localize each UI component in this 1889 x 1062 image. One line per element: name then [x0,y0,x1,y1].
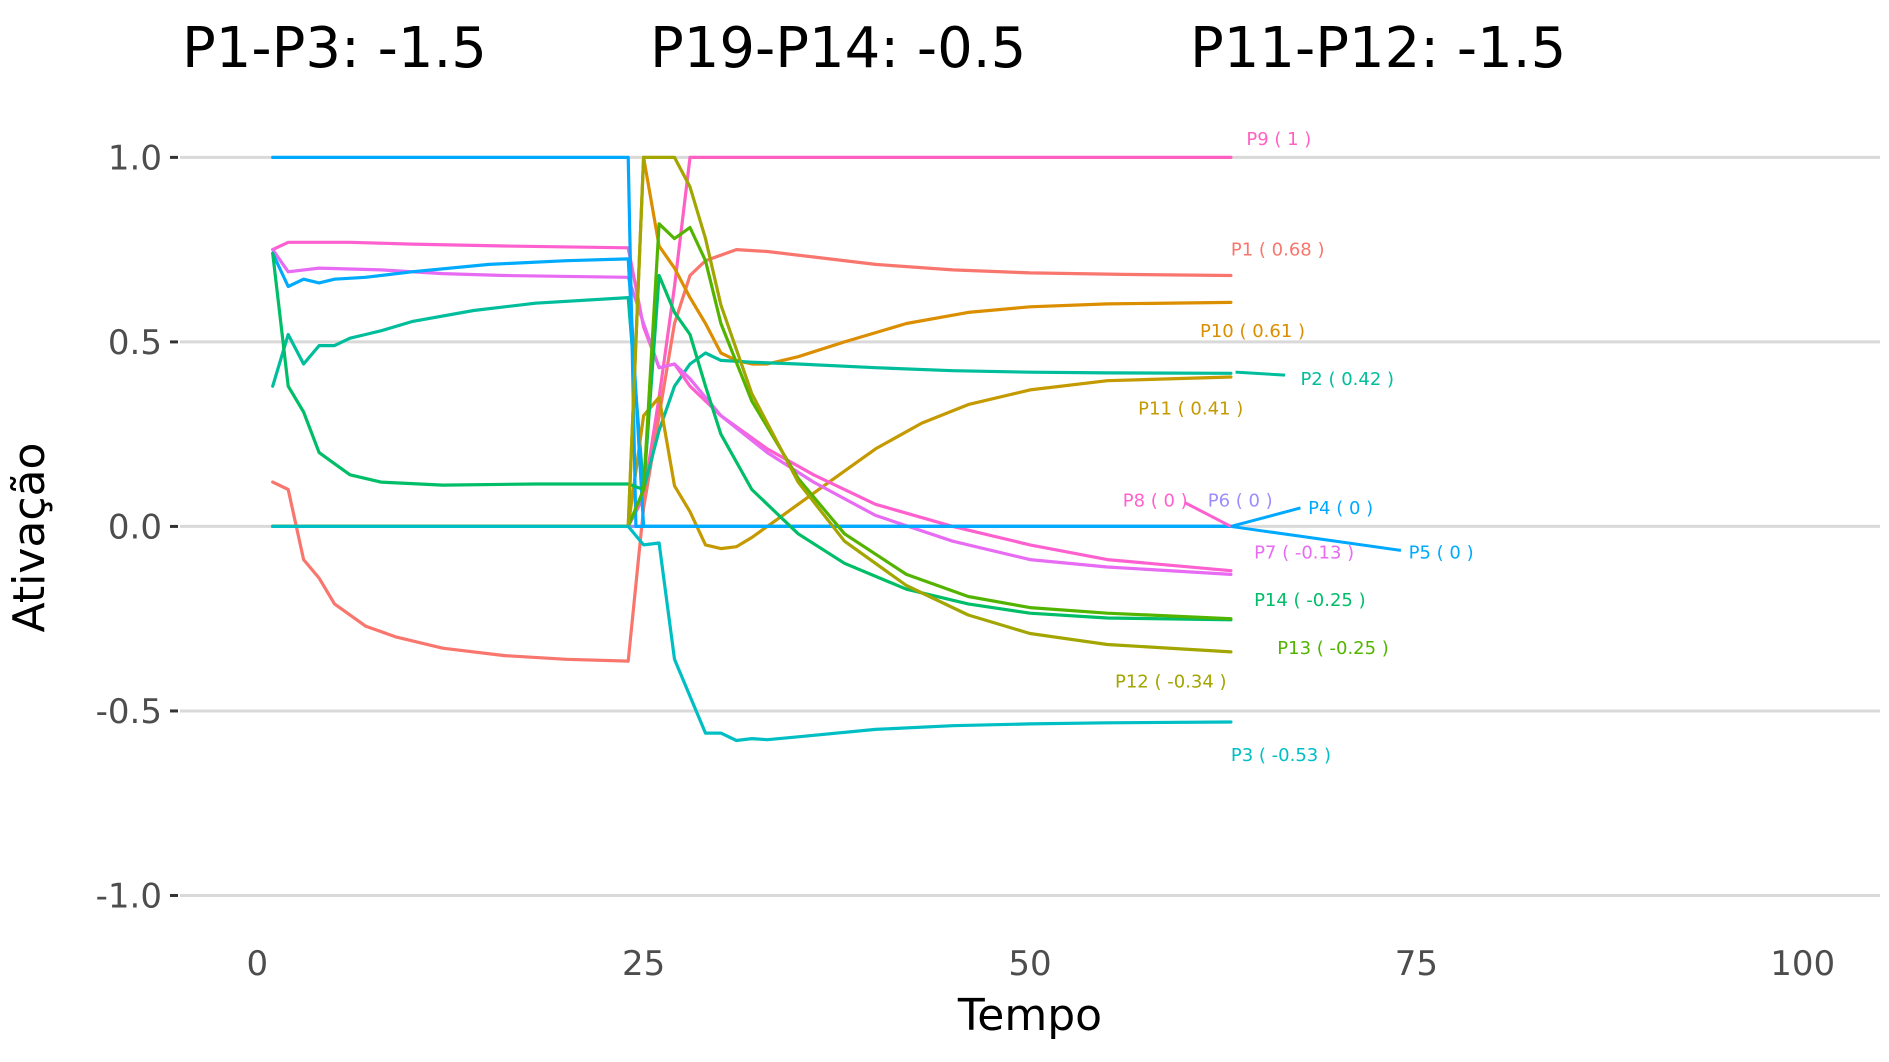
series-label-p14: P14 ( -0.25 ) [1254,590,1366,611]
series-line-p7 [271,248,1233,576]
chart-title-2: P19-P14: -0.5 [650,16,1026,81]
x-tick-label: 100 [1770,944,1835,984]
series-label-p3: P3 ( -0.53 ) [1231,745,1331,766]
y-tick-label: 0.0 [108,507,162,547]
label-leader-lines [1183,370,1402,552]
series-label-p11: P11 ( 0.41 ) [1138,398,1243,419]
series-label-p4: P4 ( 0 ) [1308,498,1373,519]
series-label-p1: P1 ( 0.68 ) [1231,240,1325,261]
chart-title-3: P11-P12: -1.5 [1190,16,1566,81]
x-axis-title: Tempo [957,990,1102,1041]
chart-titles: P1-P3: -1.5 P19-P14: -0.5 P11-P12: -1.5 [182,16,1566,81]
y-tick-label: 1.0 [108,138,162,178]
leader-line [1230,506,1301,528]
y-tick-label: -1.0 [96,876,162,916]
y-tick-label: 0.5 [108,323,162,363]
chart-title-1: P1-P3: -1.5 [182,16,487,81]
series-label-p7: P7 ( -0.13 ) [1254,542,1354,563]
series-label-p6: P6 ( 0 ) [1208,491,1273,512]
x-tick-label: 25 [622,944,665,984]
series-line-p13 [271,222,1233,621]
y-axis: 1.0 0.5 0.0 -0.5 -1.0 [96,138,178,916]
leader-line [1235,370,1286,377]
series-line-p5 [271,251,1233,528]
x-tick-label: 75 [1395,944,1438,984]
leader-line [1230,524,1402,552]
series-line-p12 [271,155,1233,654]
leader-line [1183,501,1232,528]
series-label-p2: P2 ( 0.42 ) [1300,369,1394,390]
x-tick-label: 0 [246,944,268,984]
series-line-p8 [271,240,1233,573]
series-label-p13: P13 ( -0.25 ) [1277,638,1389,659]
series-label-p8: P8 ( 0 ) [1123,491,1188,512]
series-line-p11 [271,375,1233,551]
x-tick-label: 50 [1008,944,1051,984]
series-label-p12: P12 ( -0.34 ) [1115,671,1227,692]
series-label-p10: P10 ( 0.61 ) [1200,321,1305,342]
series-line-p1 [271,248,1233,663]
y-tick-label: -0.5 [96,692,162,732]
x-axis: 0 25 50 75 100 [246,944,1835,984]
series-label-p5: P5 ( 0 ) [1409,542,1474,563]
y-axis-title: Ativação [4,443,55,633]
series-label-p9: P9 ( 1 ) [1246,129,1311,150]
series-end-labels: P9 ( 1 ) P1 ( 0.68 ) P10 ( 0.61 ) P2 ( 0.42… [1115,129,1474,766]
series-line-p3 [271,524,1233,743]
series-lines [271,155,1233,743]
